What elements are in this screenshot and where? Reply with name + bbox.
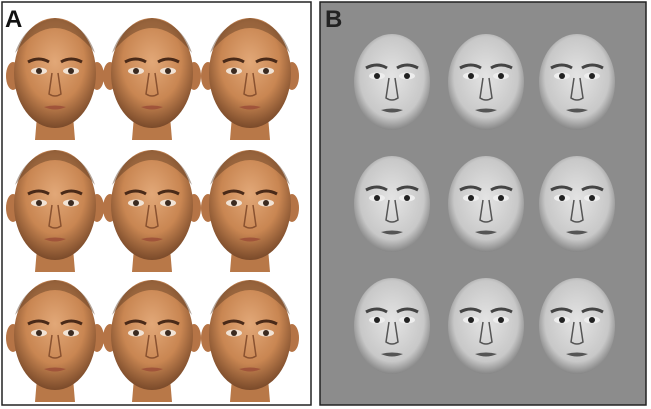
- faces-b: [352, 32, 617, 376]
- face: [537, 32, 617, 132]
- panel-label: A: [5, 6, 22, 33]
- face: [446, 32, 526, 132]
- face: [446, 154, 526, 254]
- face: [446, 276, 526, 376]
- panel-label: B: [325, 6, 342, 33]
- face: [352, 276, 432, 376]
- faces-a: [4, 16, 301, 404]
- face: [537, 276, 617, 376]
- face: [352, 32, 432, 132]
- face: [537, 154, 617, 254]
- face: [352, 154, 432, 254]
